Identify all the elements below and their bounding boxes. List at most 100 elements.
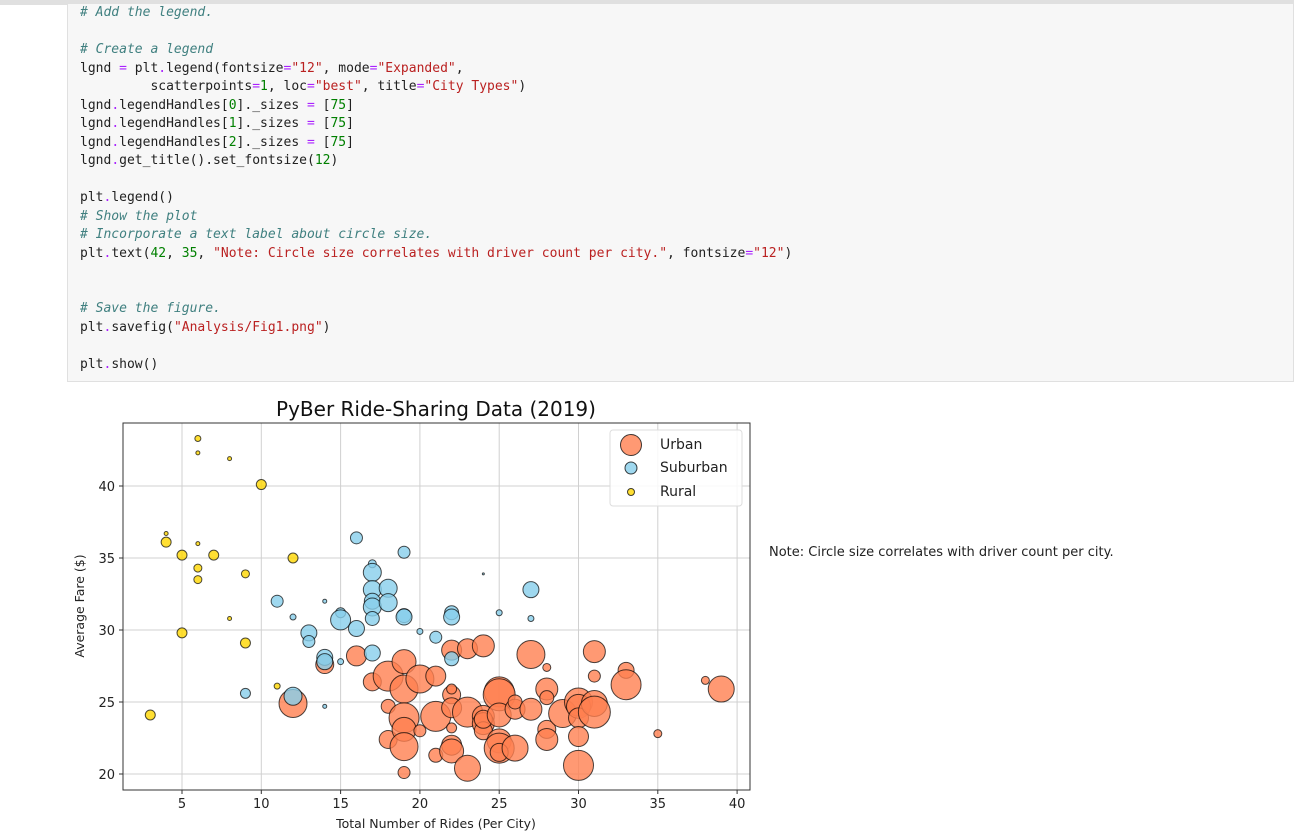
data-point-rural [163, 531, 169, 537]
data-point-rural [144, 709, 156, 721]
legend-rural-marker [627, 488, 635, 496]
data-point-urban [587, 669, 601, 683]
legend: Urban Suburban Rural [609, 429, 743, 507]
data-point-suburban [330, 609, 352, 631]
data-point-suburban [362, 562, 382, 582]
data-point-urban [501, 734, 529, 762]
legend-box [609, 429, 743, 507]
data-point-urban [653, 729, 663, 739]
data-point-suburban [397, 545, 411, 559]
legend-urban-marker [620, 434, 642, 456]
data-point-rural [160, 536, 172, 548]
data-point-urban [446, 683, 458, 695]
data-point-suburban [495, 609, 503, 617]
x-tick-label: 25 [491, 797, 508, 812]
data-point-suburban [302, 635, 316, 649]
cell-output: 5 10 15 20 25 30 35 40 20 25 30 35 40 PyBer Ride-Sha… [60, 390, 1294, 832]
data-point-suburban [444, 651, 460, 667]
data-point-rural [287, 552, 299, 564]
data-point-rural [240, 569, 250, 579]
code-cell[interactable] [67, 4, 1294, 382]
data-point-urban [453, 754, 481, 782]
y-axis-label: Average Fare ($) [72, 554, 87, 657]
data-point-rural [193, 563, 203, 573]
data-point-urban [542, 662, 552, 672]
data-point-suburban [443, 608, 461, 626]
chart-title: PyBer Ride-Sharing Data (2019) [276, 397, 596, 421]
data-point-suburban [395, 608, 413, 626]
data-point-urban [391, 649, 417, 675]
data-point-suburban [337, 658, 345, 666]
y-tick-label: 40 [98, 480, 115, 495]
data-point-suburban [322, 703, 328, 709]
notebook-top-border [0, 0, 1294, 5]
y-tick-label: 20 [98, 768, 115, 783]
code-editor[interactable]: # Add the legend. # Create a legend lgnd… [80, 5, 793, 372]
data-point-urban [610, 669, 642, 701]
data-point-rural [208, 549, 220, 561]
y-tick-label: 30 [98, 624, 115, 639]
data-point-suburban [347, 620, 365, 638]
data-point-suburban [239, 687, 251, 699]
data-point-suburban [283, 686, 303, 706]
data-point-urban [535, 727, 559, 751]
data-point-suburban [527, 614, 535, 622]
data-point-rural [194, 434, 202, 442]
data-point-urban [700, 675, 710, 685]
data-point-suburban [349, 531, 363, 545]
data-point-urban [345, 645, 367, 667]
data-point-suburban [481, 572, 485, 576]
data-point-urban [563, 749, 594, 781]
x-tick-label: 40 [729, 797, 746, 812]
data-point-urban [582, 640, 606, 664]
data-point-rural [193, 575, 203, 585]
y-tick-label: 25 [98, 696, 115, 711]
data-point-rural [273, 682, 281, 690]
data-point-urban [707, 675, 735, 703]
data-points [144, 434, 735, 782]
data-point-urban [413, 724, 427, 738]
legend-suburban-label: Suburban [660, 460, 728, 476]
data-point-rural [195, 541, 201, 547]
data-point-urban [446, 722, 458, 734]
data-point-rural [176, 549, 188, 561]
y-tick-label: 35 [98, 552, 115, 567]
data-point-rural [227, 615, 233, 621]
data-point-rural [239, 637, 251, 649]
x-tick-label: 30 [570, 797, 587, 812]
legend-rural-label: Rural [660, 484, 696, 500]
data-point-suburban [316, 653, 334, 671]
data-point-urban [471, 634, 495, 658]
data-point-urban [519, 697, 543, 721]
data-point-urban [516, 639, 546, 669]
legend-suburban-marker [624, 461, 638, 475]
data-point-urban [389, 732, 419, 762]
data-point-suburban [378, 593, 398, 613]
scatter-chart: 5 10 15 20 25 30 35 40 20 25 30 35 40 PyBer Ride-Sha… [72, 397, 751, 831]
data-point-urban [577, 695, 611, 729]
data-point-suburban [322, 598, 328, 604]
data-point-rural [195, 450, 201, 456]
x-tick-label: 35 [650, 797, 667, 812]
x-tick-label: 5 [178, 797, 186, 812]
x-axis-label: Total Number of Rides (Per City) [335, 816, 536, 831]
data-point-urban [539, 690, 555, 706]
data-point-suburban [270, 594, 284, 608]
data-point-suburban [522, 581, 540, 599]
x-tick-label: 15 [332, 797, 349, 812]
data-point-urban [397, 766, 411, 780]
data-point-urban [439, 738, 465, 764]
data-point-suburban [429, 630, 443, 644]
data-point-suburban [363, 644, 381, 662]
data-point-suburban [289, 613, 297, 621]
data-point-urban [425, 665, 447, 687]
data-point-rural [176, 627, 188, 639]
data-point-rural [255, 479, 267, 491]
data-point-urban [568, 726, 589, 748]
axis-ticks: 5 10 15 20 25 30 35 40 20 25 30 35 40 [98, 480, 745, 812]
x-tick-label: 10 [253, 797, 270, 812]
circle-size-note: Note: Circle size correlates with driver… [769, 545, 1114, 560]
x-tick-label: 20 [412, 797, 429, 812]
data-point-rural [227, 456, 233, 462]
data-point-suburban [364, 610, 380, 626]
